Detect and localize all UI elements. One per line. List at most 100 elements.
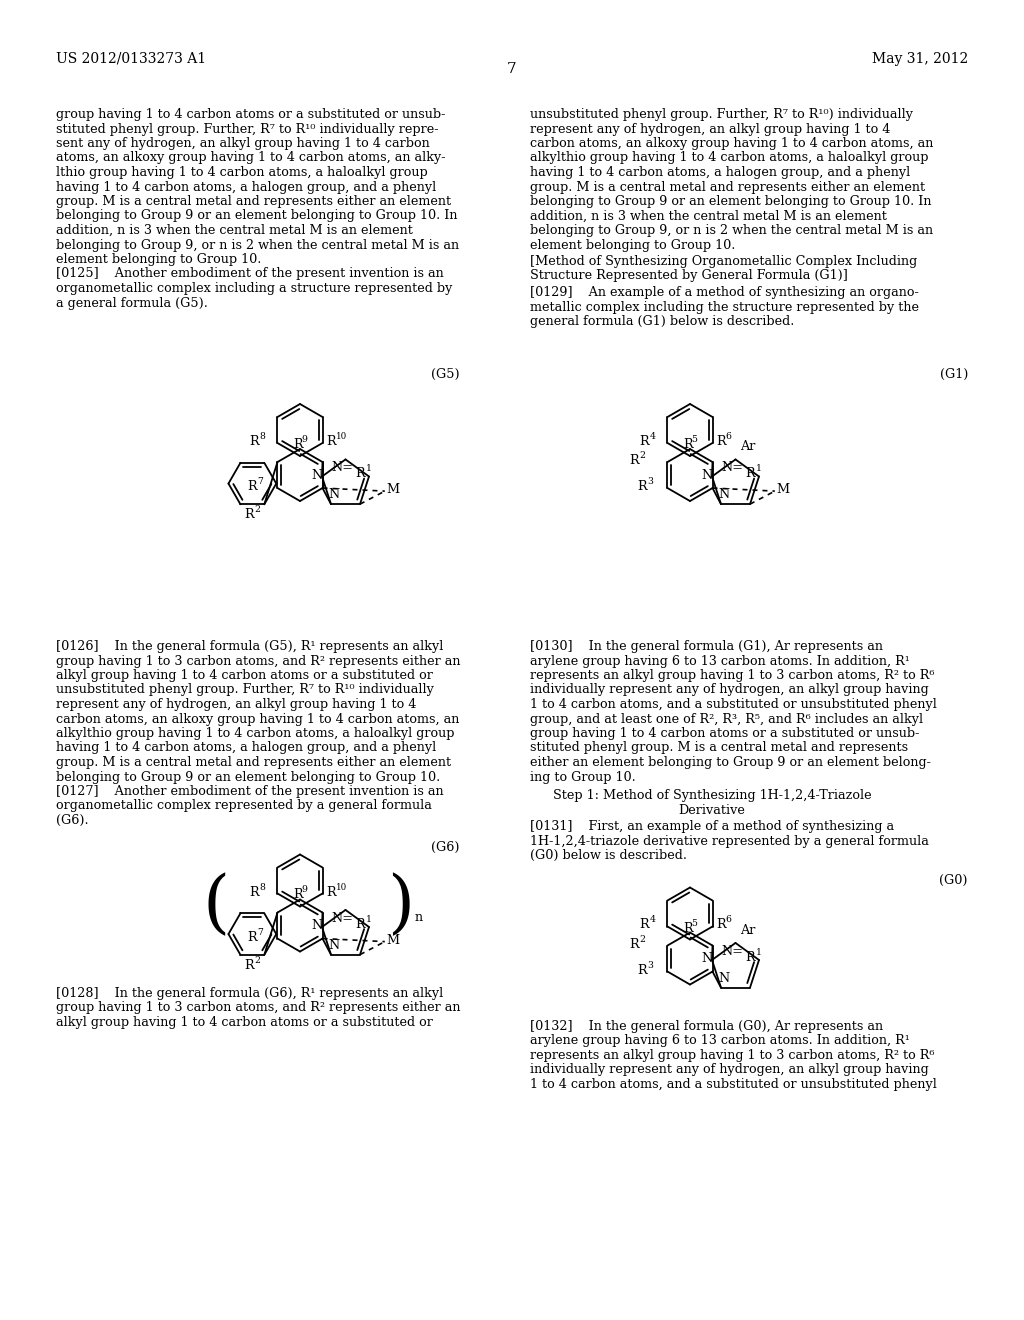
Text: N: N bbox=[328, 488, 339, 502]
Text: N=: N= bbox=[722, 462, 743, 474]
Text: 2: 2 bbox=[254, 956, 260, 965]
Text: US 2012/0133273 A1: US 2012/0133273 A1 bbox=[56, 51, 206, 66]
Text: (G6): (G6) bbox=[431, 841, 460, 854]
Text: group having 1 to 3 carbon atoms, and R² represents either an: group having 1 to 3 carbon atoms, and R²… bbox=[56, 1001, 461, 1014]
Text: carbon atoms, an alkoxy group having 1 to 4 carbon atoms, an: carbon atoms, an alkoxy group having 1 t… bbox=[56, 713, 460, 726]
Text: represent any of hydrogen, an alkyl group having 1 to 4: represent any of hydrogen, an alkyl grou… bbox=[530, 123, 891, 136]
Text: group having 1 to 3 carbon atoms, and R² represents either an: group having 1 to 3 carbon atoms, and R²… bbox=[56, 655, 461, 668]
Text: group having 1 to 4 carbon atoms or a substituted or unsub-: group having 1 to 4 carbon atoms or a su… bbox=[56, 108, 445, 121]
Text: stituted phenyl group. Further, R⁷ to R¹⁰ individually repre-: stituted phenyl group. Further, R⁷ to R¹… bbox=[56, 123, 438, 136]
Text: arylene group having 6 to 13 carbon atoms. In addition, R¹: arylene group having 6 to 13 carbon atom… bbox=[530, 655, 909, 668]
Text: 1: 1 bbox=[366, 915, 372, 924]
Text: sent any of hydrogen, an alkyl group having 1 to 4 carbon: sent any of hydrogen, an alkyl group hav… bbox=[56, 137, 430, 150]
Text: [0128]    In the general formula (G6), R¹ represents an alkyl: [0128] In the general formula (G6), R¹ r… bbox=[56, 986, 443, 999]
Text: (G5): (G5) bbox=[431, 368, 460, 381]
Text: lthio group having 1 to 4 carbon atoms, a haloalkyl group: lthio group having 1 to 4 carbon atoms, … bbox=[56, 166, 428, 180]
Text: R: R bbox=[327, 436, 336, 447]
Text: organometallic complex including a structure represented by: organometallic complex including a struc… bbox=[56, 282, 453, 294]
Text: N=: N= bbox=[332, 912, 353, 925]
Text: alkyl group having 1 to 4 carbon atoms or a substituted or: alkyl group having 1 to 4 carbon atoms o… bbox=[56, 669, 433, 682]
Text: having 1 to 4 carbon atoms, a halogen group, and a phenyl: having 1 to 4 carbon atoms, a halogen gr… bbox=[56, 181, 436, 194]
Text: 7: 7 bbox=[507, 62, 517, 77]
Text: N: N bbox=[701, 469, 713, 482]
Text: R: R bbox=[250, 886, 259, 899]
Text: R: R bbox=[638, 964, 647, 977]
Text: addition, n is 3 when the central metal M is an element: addition, n is 3 when the central metal … bbox=[56, 224, 413, 238]
Text: unsubstituted phenyl group. Further, R⁷ to R¹⁰) individually: unsubstituted phenyl group. Further, R⁷ … bbox=[530, 108, 913, 121]
Text: N: N bbox=[718, 972, 729, 985]
Text: 1 to 4 carbon atoms, and a substituted or unsubstituted phenyl: 1 to 4 carbon atoms, and a substituted o… bbox=[530, 1077, 937, 1090]
Text: R: R bbox=[248, 931, 257, 944]
Text: R: R bbox=[630, 454, 639, 467]
Text: R: R bbox=[683, 921, 692, 935]
Text: having 1 to 4 carbon atoms, a halogen group, and a phenyl: having 1 to 4 carbon atoms, a halogen gr… bbox=[530, 166, 910, 180]
Text: general formula (G1) below is described.: general formula (G1) below is described. bbox=[530, 315, 795, 327]
Text: stituted phenyl group. M is a central metal and represents: stituted phenyl group. M is a central me… bbox=[530, 742, 908, 755]
Text: R: R bbox=[717, 919, 726, 932]
Text: N: N bbox=[311, 919, 323, 932]
Text: [0127]    Another embodiment of the present invention is an: [0127] Another embodiment of the present… bbox=[56, 785, 443, 799]
Text: 9: 9 bbox=[301, 436, 307, 444]
Text: 4: 4 bbox=[649, 432, 655, 441]
Text: belonging to Group 9 or an element belonging to Group 10. In: belonging to Group 9 or an element belon… bbox=[530, 195, 932, 209]
Text: group. M is a central metal and represents either an element: group. M is a central metal and represen… bbox=[56, 756, 452, 770]
Text: belonging to Group 9, or n is 2 when the central metal M is an: belonging to Group 9, or n is 2 when the… bbox=[530, 224, 933, 238]
Text: group. M is a central metal and represents either an element: group. M is a central metal and represen… bbox=[56, 195, 452, 209]
Text: 1 to 4 carbon atoms, and a substituted or unsubstituted phenyl: 1 to 4 carbon atoms, and a substituted o… bbox=[530, 698, 937, 711]
Text: [0130]    In the general formula (G1), Ar represents an: [0130] In the general formula (G1), Ar r… bbox=[530, 640, 883, 653]
Text: 2: 2 bbox=[254, 506, 260, 515]
Text: Derivative: Derivative bbox=[679, 804, 745, 817]
Text: N: N bbox=[311, 469, 323, 482]
Text: group having 1 to 4 carbon atoms or a substituted or unsub-: group having 1 to 4 carbon atoms or a su… bbox=[530, 727, 920, 741]
Text: [0132]    In the general formula (G0), Ar represents an: [0132] In the general formula (G0), Ar r… bbox=[530, 1019, 883, 1032]
Text: n: n bbox=[415, 911, 423, 924]
Text: element belonging to Group 10.: element belonging to Group 10. bbox=[56, 253, 261, 267]
Text: [0129]    An example of a method of synthesizing an organo-: [0129] An example of a method of synthes… bbox=[530, 286, 919, 300]
Text: [0125]    Another embodiment of the present invention is an: [0125] Another embodiment of the present… bbox=[56, 268, 443, 281]
Text: 3: 3 bbox=[647, 477, 653, 486]
Text: belonging to Group 9 or an element belonging to Group 10. In: belonging to Group 9 or an element belon… bbox=[56, 210, 458, 223]
Text: 6: 6 bbox=[726, 916, 731, 924]
Text: addition, n is 3 when the central metal M is an element: addition, n is 3 when the central metal … bbox=[530, 210, 887, 223]
Text: individually represent any of hydrogen, an alkyl group having: individually represent any of hydrogen, … bbox=[530, 1063, 929, 1076]
Text: (G1): (G1) bbox=[940, 368, 968, 381]
Text: R: R bbox=[745, 467, 755, 480]
Text: R: R bbox=[245, 508, 254, 521]
Text: 6: 6 bbox=[726, 432, 731, 441]
Text: N: N bbox=[328, 939, 339, 952]
Text: 4: 4 bbox=[649, 916, 655, 924]
Text: a general formula (G5).: a general formula (G5). bbox=[56, 297, 208, 309]
Text: organometallic complex represented by a general formula: organometallic complex represented by a … bbox=[56, 800, 432, 813]
Text: R: R bbox=[293, 438, 303, 451]
Text: N: N bbox=[701, 952, 713, 965]
Text: N=: N= bbox=[332, 462, 353, 474]
Text: element belonging to Group 10.: element belonging to Group 10. bbox=[530, 239, 735, 252]
Text: 2: 2 bbox=[639, 935, 645, 944]
Text: 3: 3 bbox=[647, 961, 653, 969]
Text: either an element belonging to Group 9 or an element belong-: either an element belonging to Group 9 o… bbox=[530, 756, 931, 770]
Text: 5: 5 bbox=[691, 919, 697, 928]
Text: 1: 1 bbox=[756, 948, 762, 957]
Text: 8: 8 bbox=[259, 432, 265, 441]
Text: 7: 7 bbox=[257, 477, 263, 486]
Text: R: R bbox=[355, 467, 366, 480]
Text: R: R bbox=[248, 480, 257, 494]
Text: R: R bbox=[639, 436, 649, 447]
Text: R: R bbox=[293, 888, 303, 902]
Text: (G0) below is described.: (G0) below is described. bbox=[530, 849, 687, 862]
Text: 5: 5 bbox=[691, 436, 697, 444]
Text: group, and at least one of R², R³, R⁵, and R⁶ includes an alkyl: group, and at least one of R², R³, R⁵, a… bbox=[530, 713, 923, 726]
Text: N: N bbox=[718, 488, 729, 502]
Text: arylene group having 6 to 13 carbon atoms. In addition, R¹: arylene group having 6 to 13 carbon atom… bbox=[530, 1034, 909, 1047]
Text: M: M bbox=[777, 483, 790, 496]
Text: R: R bbox=[717, 436, 726, 447]
Text: represent any of hydrogen, an alkyl group having 1 to 4: represent any of hydrogen, an alkyl grou… bbox=[56, 698, 417, 711]
Text: alkylthio group having 1 to 4 carbon atoms, a haloalkyl group: alkylthio group having 1 to 4 carbon ato… bbox=[56, 727, 455, 741]
Text: R: R bbox=[250, 436, 259, 447]
Text: group. M is a central metal and represents either an element: group. M is a central metal and represen… bbox=[530, 181, 925, 194]
Text: N=: N= bbox=[722, 945, 743, 958]
Text: R: R bbox=[638, 480, 647, 494]
Text: atoms, an alkoxy group having 1 to 4 carbon atoms, an alky-: atoms, an alkoxy group having 1 to 4 car… bbox=[56, 152, 445, 165]
Text: (: ( bbox=[203, 873, 230, 939]
Text: belonging to Group 9 or an element belonging to Group 10.: belonging to Group 9 or an element belon… bbox=[56, 771, 440, 784]
